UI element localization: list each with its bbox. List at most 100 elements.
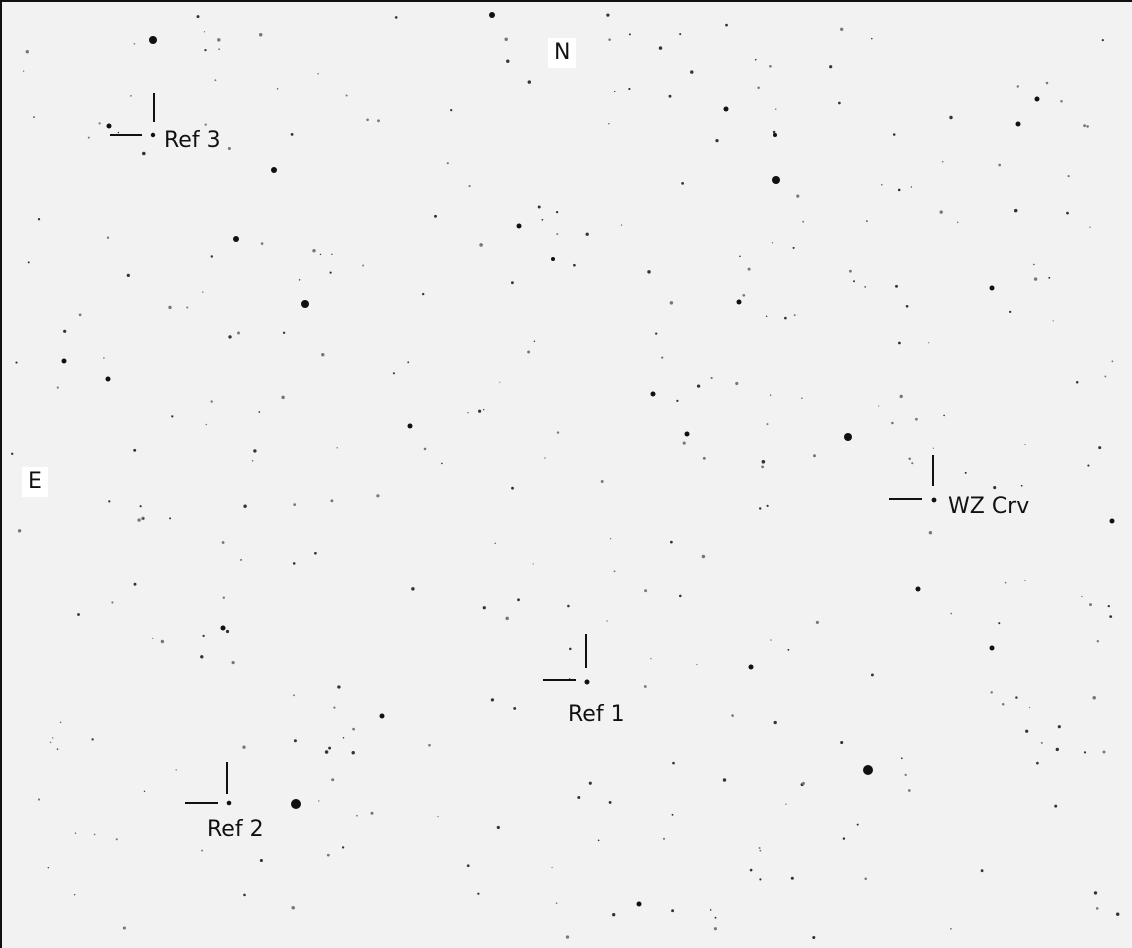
faint-star: [366, 118, 369, 122]
faint-star: [1111, 360, 1114, 363]
faint-star: [506, 59, 510, 63]
ref1-label: Ref 1: [568, 702, 625, 727]
faint-star: [1057, 725, 1061, 729]
faint-star: [1036, 761, 1039, 765]
faint-star: [1016, 85, 1020, 88]
faint-star: [56, 748, 59, 750]
faint-star: [772, 130, 776, 134]
faint-star: [1093, 891, 1098, 895]
faint-star: [793, 314, 796, 317]
faint-star: [56, 386, 59, 389]
faint-star: [324, 750, 329, 754]
faint-star: [1054, 804, 1058, 808]
star: [1034, 96, 1040, 102]
faint-star: [1081, 595, 1083, 598]
faint-star: [282, 331, 286, 334]
faint-star: [225, 629, 230, 634]
faint-star: [1107, 604, 1110, 608]
faint-star: [620, 224, 623, 226]
faint-star: [74, 832, 77, 834]
star: [291, 799, 301, 809]
faint-star: [644, 589, 648, 593]
faint-star: [608, 38, 611, 41]
faint-star: [790, 876, 794, 880]
faint-star: [517, 598, 520, 602]
faint-star: [490, 698, 495, 702]
faint-star: [812, 935, 816, 940]
faint-star: [731, 714, 734, 717]
star: [105, 376, 111, 382]
faint-star: [696, 663, 698, 666]
faint-star: [482, 606, 486, 610]
faint-star: [142, 517, 145, 520]
faint-star: [293, 694, 295, 697]
faint-star: [856, 823, 859, 826]
faint-star: [243, 504, 247, 508]
faint-star: [670, 540, 673, 544]
faint-star: [735, 381, 739, 386]
faint-star: [943, 414, 945, 417]
faint-star: [160, 639, 165, 644]
star: [636, 901, 642, 907]
faint-star: [609, 537, 612, 540]
faint-star: [1089, 603, 1092, 607]
faint-star: [838, 101, 841, 105]
faint-star: [769, 65, 772, 68]
faint-star: [228, 335, 232, 339]
faint-star: [759, 849, 762, 852]
faint-star: [422, 292, 425, 296]
faint-star: [802, 220, 805, 223]
faint-star: [671, 909, 675, 913]
faint-star: [1086, 125, 1089, 128]
faint-star: [450, 109, 453, 112]
faint-star: [1075, 381, 1079, 384]
faint-star: [25, 50, 29, 54]
faint-star: [1067, 175, 1070, 178]
faint-star: [133, 582, 137, 586]
faint-star: [679, 33, 682, 36]
faint-star: [866, 220, 868, 222]
faint-star: [1096, 640, 1099, 643]
faint-star: [769, 394, 772, 396]
faint-star: [11, 452, 14, 455]
faint-star: [205, 423, 208, 426]
faint-star: [899, 394, 903, 399]
faint-star: [175, 769, 177, 771]
faint-star: [126, 273, 130, 278]
star: [1109, 518, 1115, 524]
marker-ref1: [543, 634, 590, 685]
faint-star: [342, 736, 345, 739]
faint-star: [292, 562, 296, 565]
faint-star: [49, 741, 52, 744]
faint-star: [258, 411, 261, 413]
faint-star: [864, 877, 867, 881]
faint-star: [1055, 747, 1060, 752]
faint-star: [771, 242, 774, 244]
faint-star: [513, 706, 517, 710]
faint-star: [585, 232, 589, 236]
faint-star: [650, 658, 652, 660]
faint-star: [813, 454, 816, 458]
faint-star: [103, 357, 105, 359]
faint-star: [260, 242, 264, 245]
faint-star: [682, 441, 686, 445]
faint-star: [1048, 276, 1051, 279]
faint-star: [905, 304, 909, 308]
faint-star: [1015, 696, 1018, 699]
faint-star: [853, 280, 855, 283]
faint-star: [73, 894, 76, 896]
faint-star: [1066, 211, 1069, 215]
star: [863, 765, 873, 775]
ref2-label: Ref 2: [207, 817, 264, 842]
star: [684, 431, 690, 437]
faint-star: [214, 79, 217, 82]
faint-star: [200, 655, 204, 659]
faint-star: [329, 271, 332, 274]
faint-star: [336, 447, 338, 449]
faint-star: [577, 796, 581, 799]
faint-star: [881, 184, 883, 186]
faint-star: [479, 243, 483, 247]
star: [989, 645, 995, 651]
faint-star: [907, 789, 911, 792]
faint-star: [747, 267, 751, 271]
